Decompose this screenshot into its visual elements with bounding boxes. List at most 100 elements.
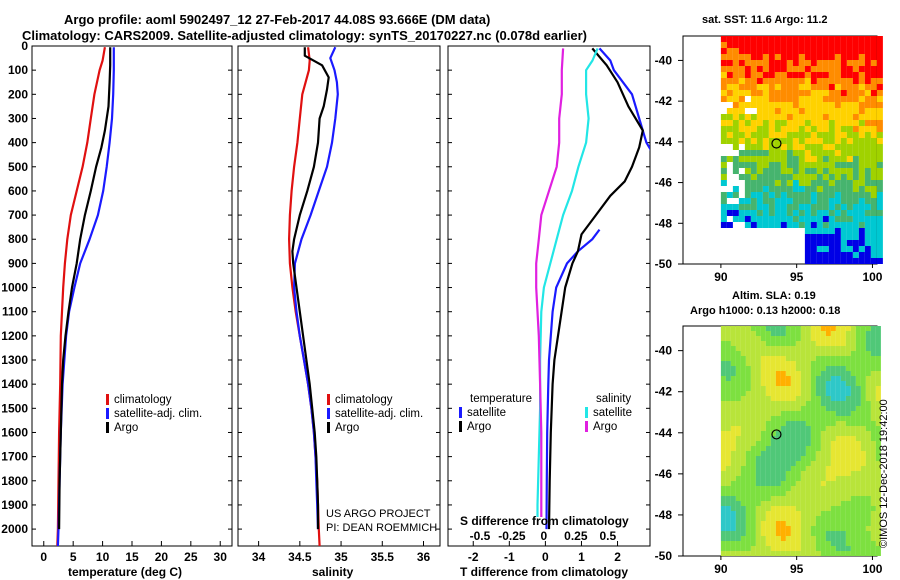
sst-cell [870, 192, 877, 198]
sst-cell [768, 222, 775, 228]
sst-cell [852, 252, 859, 258]
sla-cell [785, 396, 791, 401]
sla-cell [830, 481, 836, 486]
sst-cell [744, 216, 751, 222]
sla-cell [750, 351, 756, 356]
sla-cell [790, 366, 796, 371]
sst-cell [864, 90, 871, 96]
sla-cell [850, 451, 856, 456]
sla-cell [850, 341, 856, 346]
sst-cell [780, 144, 787, 150]
sst-cell [834, 228, 841, 234]
sst-cell [846, 222, 853, 228]
sst-cell [726, 156, 733, 162]
sst-cell [726, 66, 733, 72]
temperature-tick-label: 10 [96, 550, 110, 564]
sla-cell [850, 331, 856, 336]
sla-cell [800, 411, 806, 416]
sla-map-subtitle: Argo h1000: 0.13 h2000: 0.18 [690, 305, 841, 317]
sla-cell [780, 511, 786, 516]
sla-cell [870, 416, 876, 421]
sst-cell [756, 66, 763, 72]
sla-cell [805, 406, 811, 411]
sla-cell [865, 481, 871, 486]
sla-cell [765, 401, 771, 406]
sla-lat-tick-label: -46 [655, 467, 673, 481]
sst-cell [822, 222, 829, 228]
sst-cell [810, 126, 817, 132]
sla-cell [755, 491, 761, 496]
t-difference-tick-label: -2 [468, 550, 479, 564]
sst-cell [816, 156, 823, 162]
sla-cell [815, 416, 821, 421]
sst-cell [864, 66, 871, 72]
sla-cell [870, 501, 876, 506]
sst-cell [828, 246, 835, 252]
sst-cell [762, 138, 769, 144]
sla-cell [720, 361, 726, 366]
sla-cell [815, 381, 821, 386]
sla-cell [720, 486, 726, 491]
sla-cell [875, 421, 881, 426]
sla-cell [720, 401, 726, 406]
sla-cell [800, 426, 806, 431]
sst-cell [768, 114, 775, 120]
sla-cell [820, 491, 826, 496]
sla-cell [835, 331, 841, 336]
sst-cell [822, 132, 829, 138]
sla-cell [775, 441, 781, 446]
sla-cell [830, 536, 836, 541]
sst-cell [774, 66, 781, 72]
sst-cell [804, 210, 811, 216]
sst-cell [876, 114, 883, 120]
sst-cell [798, 72, 805, 78]
sla-cell [840, 391, 846, 396]
sla-cell [860, 551, 866, 556]
sla-cell [775, 371, 781, 376]
sst-cell [810, 78, 817, 84]
sla-cell [820, 541, 826, 546]
sla-cell [765, 381, 771, 386]
sla-cell [810, 466, 816, 471]
sst-cell [822, 78, 829, 84]
sla-cell [760, 376, 766, 381]
temperature-tick-label: 20 [155, 550, 169, 564]
sst-cell [780, 186, 787, 192]
sla-cell [745, 331, 751, 336]
sst-cell [768, 192, 775, 198]
sla-cell [845, 501, 851, 506]
sla-cell [805, 431, 811, 436]
sst-cell [756, 204, 763, 210]
sla-cell [755, 531, 761, 536]
sla-cell [745, 366, 751, 371]
sla-cell [845, 331, 851, 336]
sla-cell [815, 351, 821, 356]
sst-cell [774, 72, 781, 78]
depth-tick-label: 100 [8, 63, 28, 77]
sla-cell [830, 446, 836, 451]
sla-heatmap-cells [720, 326, 881, 556]
sst-cell [768, 102, 775, 108]
sst-cell [876, 180, 883, 186]
sla-cell [805, 331, 811, 336]
sla-cell [860, 436, 866, 441]
sst-cell [774, 162, 781, 168]
sst-cell [810, 198, 817, 204]
sla-cell [855, 441, 861, 446]
sla-cell [755, 351, 761, 356]
sla-cell [745, 536, 751, 541]
sst-cell [864, 36, 871, 42]
sst-cell [732, 210, 739, 216]
sst-cell [792, 162, 799, 168]
sla-cell [825, 366, 831, 371]
sst-cell [804, 150, 811, 156]
sst-cell [738, 174, 745, 180]
sla-cell [730, 521, 736, 526]
sla-cell [835, 386, 841, 391]
sst-cell [720, 42, 727, 48]
sla-cell [850, 486, 856, 491]
sla-cell [820, 381, 826, 386]
sla-cell [755, 426, 761, 431]
sla-cell [775, 386, 781, 391]
sla-cell [835, 346, 841, 351]
